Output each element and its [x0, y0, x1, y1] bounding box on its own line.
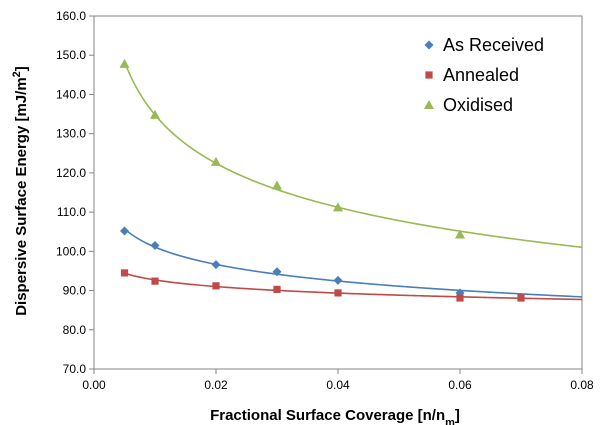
y-tick-label: 120.0	[56, 166, 86, 180]
y-tick-label: 110.0	[57, 205, 86, 219]
legend-marker-oxidised	[424, 100, 434, 109]
trendline-as-received	[123, 228, 583, 298]
x-tick-label: 0.04	[326, 378, 350, 392]
axis-ticks: 70.0 80.0 90.0 100.0 110.0 120.0 130.0 140.0 150…	[56, 9, 594, 392]
trendline-annealed	[124, 272, 583, 301]
y-tick-label: 140.0	[56, 87, 86, 101]
data-point-oxidised	[333, 202, 343, 212]
data-point-as-received	[120, 226, 129, 236]
data-point-annealed	[120, 269, 129, 277]
data-point-annealed	[273, 285, 281, 293]
data-point-as-received	[211, 260, 221, 270]
data-point-annealed	[334, 289, 342, 297]
y-axis-title: Dispersive Surface Energy [mJ/m2]	[11, 66, 30, 316]
legend-label-as-received: As Received	[443, 35, 544, 55]
data-point-as-received	[150, 240, 160, 250]
y-tick-label: 100.0	[56, 244, 86, 258]
data-point-oxidised	[211, 156, 221, 166]
data-point-oxidised	[150, 109, 160, 119]
x-tick-label: 0.06	[448, 378, 472, 392]
data-point-annealed	[456, 294, 464, 302]
data-point-oxidised	[455, 229, 465, 239]
data-point-as-received	[333, 275, 343, 285]
data-point-annealed	[517, 294, 525, 302]
trendlines	[123, 61, 583, 301]
x-tick-label: 0.08	[570, 378, 594, 392]
data-point-oxidised	[272, 180, 282, 190]
y-tick-label: 90.0	[63, 284, 87, 298]
legend-marker-annealed	[425, 71, 433, 79]
data-point-oxidised	[119, 58, 130, 68]
y-tick-label: 150.0	[56, 48, 86, 62]
legend: As Received Annealed Oxidised	[424, 35, 544, 115]
data-points	[119, 58, 525, 302]
data-point-annealed	[212, 282, 220, 290]
y-tick-label: 70.0	[63, 362, 87, 376]
legend-label-annealed: Annealed	[443, 65, 519, 85]
x-tick-label: 0.00	[82, 378, 106, 392]
y-tick-label: 130.0	[56, 127, 86, 141]
x-tick-label: 0.02	[204, 378, 228, 392]
legend-label-oxidised: Oxidised	[443, 95, 513, 115]
y-tick-label: 80.0	[63, 323, 87, 337]
x-axis-title: Fractional Surface Coverage [n/nm]	[210, 407, 460, 425]
trendline-oxidised	[123, 61, 583, 249]
legend-marker-as-received	[424, 40, 434, 50]
y-tick-label: 160.0	[56, 9, 86, 23]
data-point-as-received	[272, 267, 282, 277]
data-point-annealed	[151, 277, 159, 285]
